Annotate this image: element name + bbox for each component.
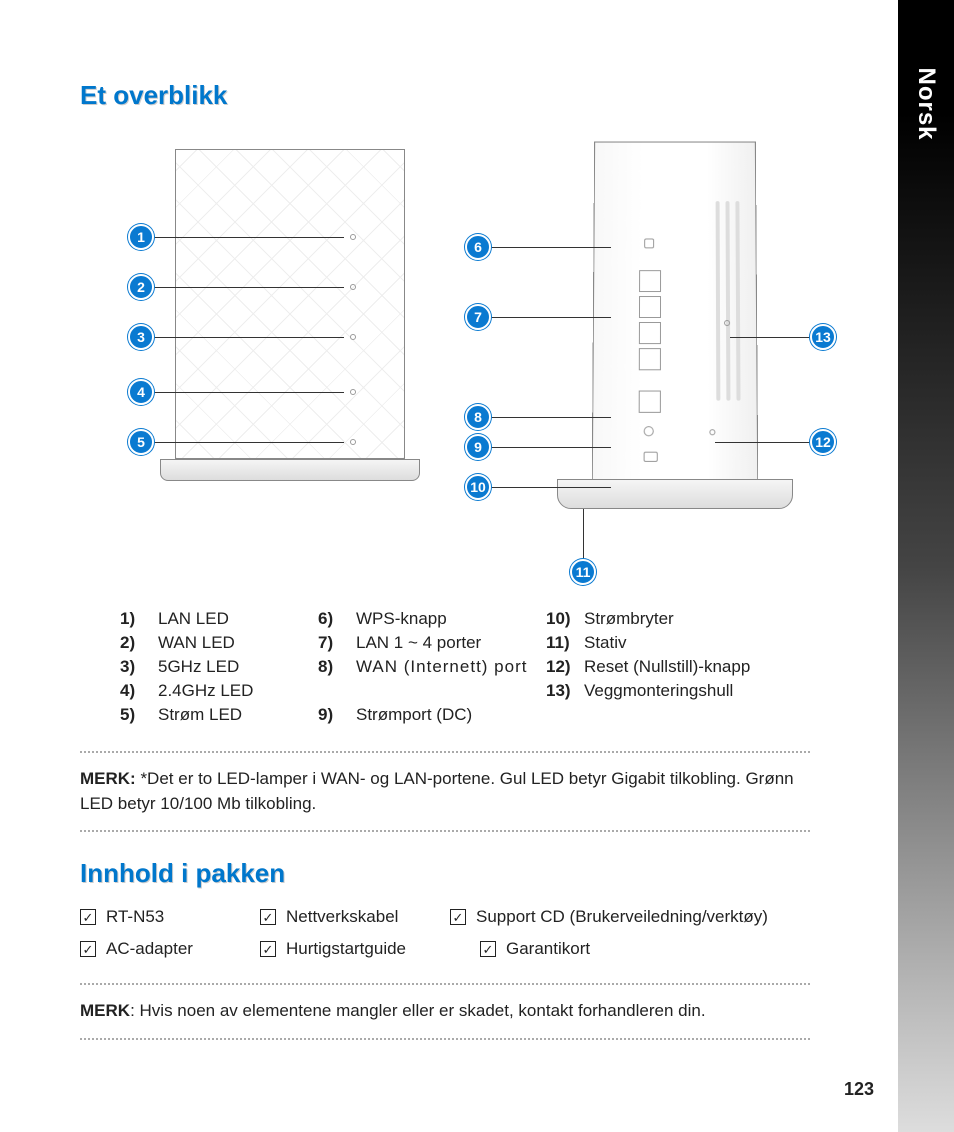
section-package-title: Innhold i pakken <box>80 858 810 889</box>
package-grid: ✓RT-N53 ✓Nettverkskabel ✓Support CD (Bru… <box>80 907 810 959</box>
divider <box>80 751 810 753</box>
callout-13: 13 <box>810 324 836 350</box>
package-item: ✓AC-adapter <box>80 939 250 959</box>
callout-3: 3 <box>128 324 154 350</box>
package-item: ✓Hurtigstartguide <box>260 939 440 959</box>
legend-item: 12)Reset (Nullstill)-knapp <box>546 657 810 677</box>
package-item: ✓RT-N53 <box>80 907 250 927</box>
device-front-illustration <box>175 149 405 489</box>
package-item: ✓Garantikort <box>450 939 810 959</box>
page-content: Et overblikk 1 2 3 4 5 <box>0 0 890 1088</box>
diagram-front: 1 2 3 4 5 <box>80 129 435 589</box>
divider <box>80 830 810 832</box>
callout-8: 8 <box>465 404 491 430</box>
divider <box>80 1038 810 1040</box>
legend-item: 11)Stativ <box>546 633 810 653</box>
package-item: ✓Nettverkskabel <box>260 907 440 927</box>
legend-item: 5)Strøm LED <box>120 705 300 725</box>
check-icon: ✓ <box>480 941 496 957</box>
callout-10: 10 <box>465 474 491 500</box>
note-overview: MERK: *Det er to LED-lamper i WAN- og LA… <box>80 761 810 822</box>
callout-5: 5 <box>128 429 154 455</box>
language-sidebar: Norsk <box>898 0 954 1132</box>
device-rear-illustration <box>565 139 785 519</box>
legend-item: 6)WPS-knapp <box>318 609 528 629</box>
callout-1: 1 <box>128 224 154 250</box>
diagram-row: 1 2 3 4 5 <box>80 129 810 589</box>
callout-7: 7 <box>465 304 491 330</box>
divider <box>80 983 810 985</box>
note-label: MERK <box>80 1001 130 1020</box>
legend-item: 4)2.4GHz LED <box>120 681 300 701</box>
callout-6: 6 <box>465 234 491 260</box>
package-item: ✓Support CD (Brukerveiledning/verktøy) <box>450 907 810 927</box>
language-label: Norsk <box>912 67 940 140</box>
section-overview-title: Et overblikk <box>80 80 810 111</box>
note-package: MERK: Hvis noen av elementene mangler el… <box>80 993 810 1030</box>
check-icon: ✓ <box>80 909 96 925</box>
note-text: *Det er to LED-lamper i WAN- og LAN-port… <box>80 769 794 813</box>
legend-grid: 1)LAN LED 6)WPS-knapp 10)Strømbryter 2)W… <box>120 609 810 725</box>
check-icon: ✓ <box>450 909 466 925</box>
diagram-rear: 6 7 8 9 10 13 12 11 <box>455 129 810 589</box>
note-text: : Hvis noen av elementene mangler eller … <box>130 1001 706 1020</box>
legend-item: 8)WAN (Internett) port <box>318 657 528 701</box>
legend-item: 1)LAN LED <box>120 609 300 629</box>
callout-11: 11 <box>570 559 596 585</box>
note-label: MERK: <box>80 769 136 788</box>
check-icon: ✓ <box>260 941 276 957</box>
check-icon: ✓ <box>80 941 96 957</box>
legend-item: 7)LAN 1 ~ 4 porter <box>318 633 528 653</box>
page-number: 123 <box>844 1079 874 1100</box>
legend-item: 13)Veggmonteringshull <box>546 681 810 701</box>
callout-2: 2 <box>128 274 154 300</box>
check-icon: ✓ <box>260 909 276 925</box>
legend-item: 10)Strømbryter <box>546 609 810 629</box>
legend-item: 9)Strømport (DC) <box>318 705 528 725</box>
callout-9: 9 <box>465 434 491 460</box>
legend-item: 3)5GHz LED <box>120 657 300 677</box>
callout-12: 12 <box>810 429 836 455</box>
callout-4: 4 <box>128 379 154 405</box>
legend-item: 2)WAN LED <box>120 633 300 653</box>
